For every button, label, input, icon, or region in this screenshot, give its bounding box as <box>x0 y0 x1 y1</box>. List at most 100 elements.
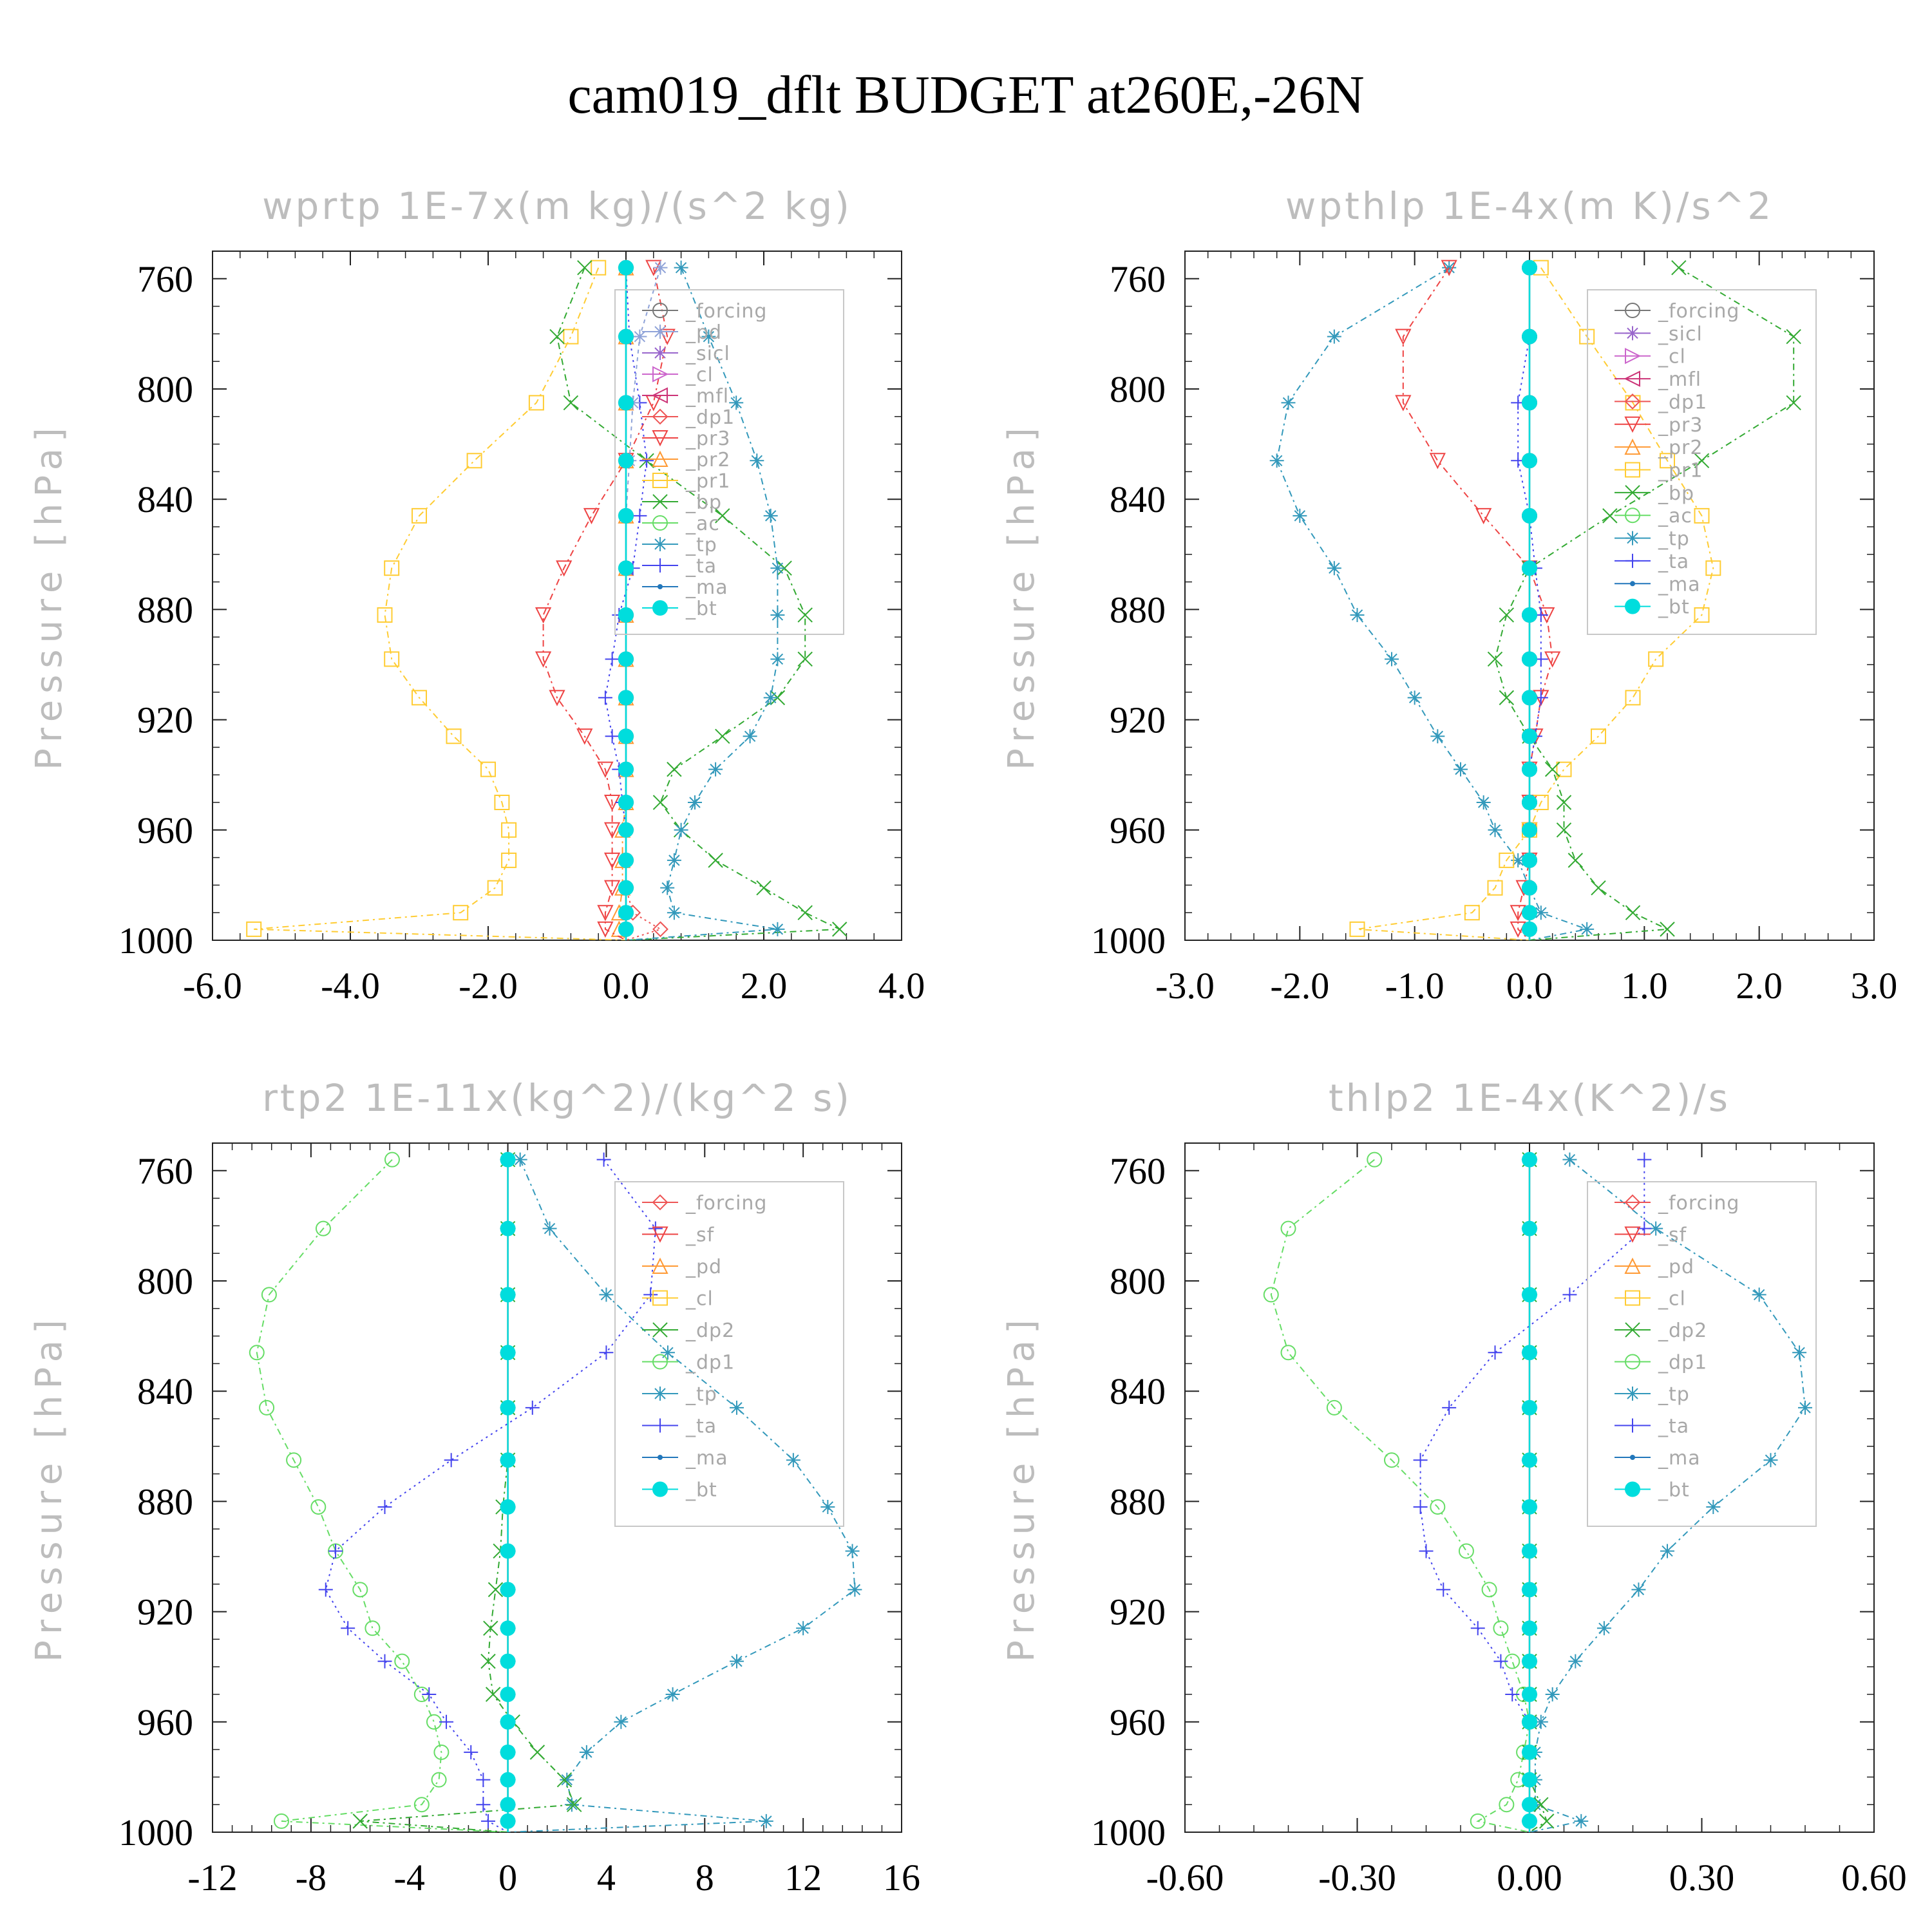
legend: _forcing _sf _pd _cl _dp2 _dp1 _tp _ta _ma _bt <box>1587 1181 1817 1527</box>
data-point_tp <box>579 1745 594 1759</box>
data-point_dp1 <box>394 1653 410 1669</box>
legend-marker <box>1625 462 1640 478</box>
y-tick-label: 960 <box>1110 810 1166 851</box>
data-point_bp <box>1567 853 1584 868</box>
y-tick-label: 1000 <box>118 1812 193 1853</box>
data-point_pr1 <box>1464 905 1480 921</box>
data-point_dp1 <box>1458 1543 1474 1559</box>
data-point_ta <box>605 729 620 744</box>
series-line_dp1 <box>256 1159 508 1832</box>
data-point_pr1 <box>1487 880 1503 896</box>
data-point_bt <box>618 728 634 744</box>
data-point_bt <box>1522 795 1537 810</box>
data-point_ta <box>1436 1582 1451 1597</box>
legend-marker <box>652 1290 668 1306</box>
x-tick-label: 0.30 <box>1669 1857 1735 1899</box>
data-point_bp <box>652 795 668 810</box>
plot-frame <box>212 251 902 941</box>
data-point_dp2 <box>488 1582 504 1598</box>
legend-label: _tp <box>685 1383 717 1406</box>
data-point_pr3 <box>535 607 552 624</box>
data-point_ta <box>318 1582 333 1597</box>
data-point_pr1 <box>412 507 427 524</box>
legend-marker <box>1625 1354 1640 1370</box>
data-point_pr1 <box>446 728 462 744</box>
legend-label: _bp <box>1658 482 1694 505</box>
data-point_pr1 <box>1556 761 1572 777</box>
legend-label: _forcing <box>1658 1192 1739 1215</box>
data-point_tp <box>1562 1152 1577 1167</box>
legend-marker <box>1625 1418 1640 1433</box>
data-point_dp1 <box>413 1797 430 1813</box>
legend-marker <box>1624 438 1641 455</box>
legend-marker <box>1625 1322 1640 1338</box>
legend-marker <box>658 1455 663 1460</box>
x-tick-label: 16 <box>883 1857 920 1899</box>
data-point_bp <box>1694 453 1710 468</box>
plot-frame <box>212 1142 902 1833</box>
data-point_dp2 <box>480 1653 496 1669</box>
x-tick-label: 0.00 <box>1497 1857 1562 1899</box>
x-tick-label: -2.0 <box>1270 965 1329 1007</box>
data-point_pr3 <box>1510 921 1526 938</box>
data-point_bt <box>1522 822 1537 838</box>
data-point_tp <box>1596 1621 1611 1636</box>
legend-label: _dp1 <box>1658 391 1707 413</box>
data-point_ta <box>439 1714 454 1729</box>
legend-label: _cl <box>685 364 714 386</box>
data-point_bt <box>1522 1543 1537 1559</box>
legend-label: _ac <box>685 513 720 535</box>
data-point_bp <box>1591 880 1606 896</box>
legend-marker <box>1624 1257 1641 1274</box>
legend-label: _ma <box>1658 573 1701 596</box>
legend: _forcing _sf _pd _cl _dp2 _dp1 _tp _ta _ma _bt <box>614 1181 844 1527</box>
legend-marker <box>652 473 668 488</box>
legend-box <box>614 289 844 635</box>
legend-marker <box>652 1226 668 1243</box>
data-point_ta <box>1470 1621 1485 1636</box>
x-tick-label: 2.0 <box>1736 965 1783 1007</box>
x-tick-label: 3.0 <box>1851 965 1898 1007</box>
data-point_ta <box>377 1654 392 1669</box>
data-point_bt <box>618 328 634 345</box>
data-point_tp <box>759 1814 773 1828</box>
data-point_tp <box>1649 1221 1663 1236</box>
data-point_bt <box>1522 1797 1537 1813</box>
data-point_bp <box>563 395 579 411</box>
x-tick-label: 4 <box>597 1857 616 1899</box>
data-point_bp <box>1660 922 1675 937</box>
data-point_bt <box>500 1543 516 1559</box>
y-tick-label: 880 <box>1110 1481 1166 1522</box>
data-point_bp <box>1786 395 1801 411</box>
legend-label: _ta <box>1658 1416 1689 1438</box>
panel-1: wprtp 1E-7x(m kg)/(s^2 kg) Pressure [hPa]… <box>28 184 925 1007</box>
data-point_dp1 <box>1367 1151 1383 1168</box>
y-axis-label: Pressure [hPa] <box>1001 421 1043 770</box>
data-point_bt <box>500 1620 516 1636</box>
legend-marker <box>1625 348 1642 365</box>
data-point_ta <box>605 652 620 667</box>
data-point_pr1 <box>1591 728 1606 744</box>
data-point_dp1 <box>352 1582 368 1598</box>
legend-label: _ac <box>1658 505 1692 527</box>
data-point_tp <box>786 1453 800 1468</box>
data-point_ta <box>444 1453 459 1468</box>
data-point_tp <box>1350 607 1365 622</box>
data-point_bt <box>500 1452 516 1468</box>
data-point_dp2 <box>529 1745 545 1760</box>
legend-marker <box>652 1322 668 1338</box>
data-point_dp1 <box>1263 1287 1279 1303</box>
data-point_ta <box>1413 1453 1428 1468</box>
legend-marker <box>1625 553 1640 568</box>
data-point_tp <box>599 1287 614 1302</box>
data-point_pr3 <box>576 728 593 745</box>
y-tick-label: 760 <box>1110 258 1166 300</box>
data-point_ta <box>525 1400 540 1415</box>
data-point_bt <box>1522 453 1537 469</box>
data-point_pr3 <box>1510 905 1526 922</box>
legend-label: _ta <box>1658 551 1689 573</box>
data-point_bt <box>1522 260 1537 276</box>
legend-marker <box>651 387 668 404</box>
series-group <box>249 1151 862 1832</box>
legend-marker <box>1625 1290 1640 1306</box>
